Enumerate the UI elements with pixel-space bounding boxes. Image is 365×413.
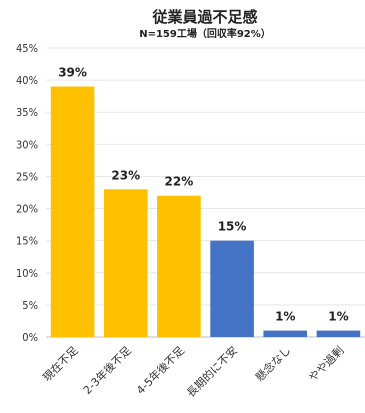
bar: [157, 195, 201, 337]
bar: [50, 86, 95, 338]
y-tick-label: 15%: [16, 235, 38, 248]
y-tick-label: 5%: [22, 299, 38, 312]
bar: [210, 240, 254, 337]
data-label: 22%: [165, 175, 194, 189]
x-tick-label: 懸念なし: [252, 343, 293, 384]
data-label: 23%: [111, 168, 140, 182]
y-tick-label: 25%: [16, 170, 38, 183]
y-tick-label: 20%: [16, 203, 38, 216]
y-tick-label: 0%: [22, 331, 38, 344]
y-tick-label: 30%: [16, 138, 38, 151]
data-label: 1%: [328, 310, 348, 324]
y-tick-label: 40%: [16, 74, 38, 87]
y-axis-ticks: 0% 5% 10% 15% 20% 25% 30% 35% 40% 45%: [16, 42, 38, 344]
bar-layer: [50, 86, 361, 338]
x-tick-label: 4-5年後不足: [133, 343, 187, 397]
data-label: 15%: [218, 220, 247, 234]
y-tick-label: 35%: [16, 106, 38, 119]
bar: [263, 330, 308, 337]
bar: [103, 189, 148, 337]
y-tick-label: 10%: [16, 267, 38, 280]
chart-subtitle: N=159工場（回収率92%）: [139, 27, 271, 40]
data-label: 39%: [58, 66, 87, 80]
grid-layer: [46, 47, 365, 338]
bar: [316, 330, 361, 337]
data-label: 1%: [275, 310, 295, 324]
x-tick-label: 2-3年後不足: [80, 343, 134, 397]
x-tick-label: 現在不足: [40, 344, 80, 384]
label-layer: 39% 23% 22% 15% 1% 1%: [58, 66, 348, 324]
x-tick-label: 長期的に不安: [184, 343, 241, 400]
x-tick-label: やや過剰: [306, 344, 346, 384]
chart-title: 従業員過不足感: [151, 8, 257, 26]
y-tick-label: 45%: [16, 42, 38, 55]
